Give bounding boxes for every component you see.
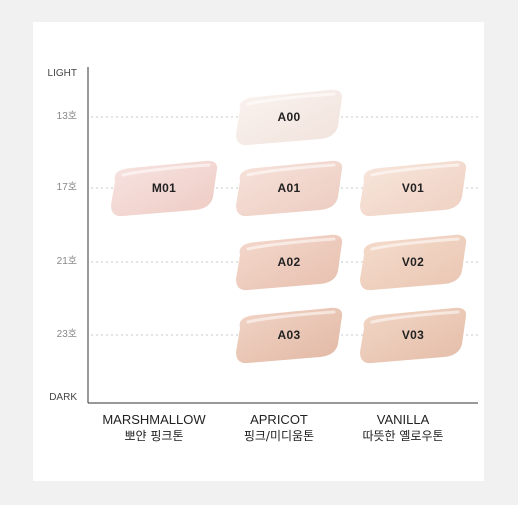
swatch-code: A01 — [277, 181, 301, 195]
swatch-shape — [236, 89, 343, 146]
swatch-fill — [360, 307, 467, 364]
swatch-v01: V01 — [358, 159, 468, 217]
swatch-m01: M01 — [109, 159, 219, 217]
swatch-fill — [236, 160, 343, 217]
column-label-marshmallow: MARSHMALLOW 뽀얀 핑크톤 — [89, 412, 219, 444]
swatch-highlight — [370, 237, 460, 251]
column-name: APRICOT — [250, 412, 308, 427]
swatch-a01: A01 — [234, 159, 344, 217]
swatch-fill — [111, 160, 218, 217]
gridlines — [91, 116, 478, 336]
swatch-highlight — [246, 92, 336, 106]
swatch-a00: A00 — [234, 88, 344, 146]
column-subtitle: 핑크/미디움톤 — [243, 429, 315, 443]
swatch-highlight — [246, 310, 336, 324]
swatch-a03: A03 — [234, 306, 344, 364]
y-label-13: 13호 — [56, 111, 77, 122]
swatch-fill — [360, 234, 467, 291]
swatch-shape — [360, 307, 467, 364]
swatch-highlight — [370, 310, 460, 324]
swatch-v03: V03 — [358, 306, 468, 364]
swatch-fill — [236, 89, 343, 146]
swatch-highlight — [246, 163, 336, 177]
swatch-shape — [111, 160, 218, 217]
y-label-23: 23호 — [56, 329, 77, 340]
column-subtitle: 뽀얀 핑크톤 — [124, 429, 184, 443]
y-label-17: 17호 — [56, 182, 77, 193]
swatch-code: A03 — [277, 328, 301, 342]
swatch-v02: V02 — [358, 233, 468, 291]
swatch-shape — [360, 160, 467, 217]
swatch-code: V03 — [401, 328, 425, 342]
swatch-code: A02 — [277, 255, 301, 269]
column-label-vanilla: VANILLA 따뜻한 옐로우톤 — [338, 412, 468, 444]
column-name: MARSHMALLOW — [102, 412, 206, 427]
swatch-highlight — [370, 163, 460, 177]
swatch-shape — [236, 307, 343, 364]
y-label-21: 21호 — [56, 256, 77, 267]
axes — [87, 67, 478, 404]
shade-chart: LIGHT 13호 17호 21호 23호 DARK M01 A00 A01 A02 A… — [33, 22, 484, 481]
swatch-code: V02 — [401, 255, 425, 269]
y-label-light: LIGHT — [47, 68, 77, 79]
swatch-shape — [236, 160, 343, 217]
swatch-code: V01 — [401, 181, 425, 195]
swatch-fill — [360, 160, 467, 217]
swatch-highlight — [246, 237, 336, 251]
column-name: VANILLA — [376, 412, 430, 427]
swatch-code: M01 — [151, 181, 177, 195]
swatch-code: A00 — [277, 110, 301, 124]
column-label-apricot: APRICOT 핑크/미디움톤 — [214, 412, 344, 444]
swatch-fill — [236, 307, 343, 364]
y-label-dark: DARK — [49, 392, 77, 403]
swatch-a02: A02 — [234, 233, 344, 291]
column-subtitle: 따뜻한 옐로우톤 — [362, 429, 444, 443]
swatch-shape — [236, 234, 343, 291]
swatch-highlight — [121, 163, 211, 177]
swatch-shape — [360, 234, 467, 291]
swatch-fill — [236, 234, 343, 291]
